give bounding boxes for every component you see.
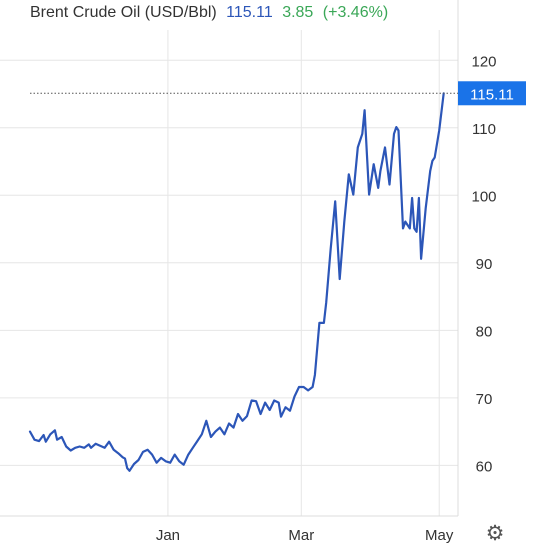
price-line <box>28 92 445 472</box>
price-change-percent: (+3.46%) <box>322 4 389 21</box>
gear-icon[interactable]: ⚙ <box>485 522 505 545</box>
chart-header: Brent Crude Oil (USD/Bbl) 115.11 3.85 (+… <box>30 4 393 22</box>
y-tick-label: 110 <box>472 121 496 138</box>
x-tick-label: Mar <box>288 527 314 544</box>
chart-series <box>28 92 445 472</box>
y-tick-label: 120 <box>471 53 496 70</box>
y-tick-label: 70 <box>476 391 493 408</box>
chart-overlay: 115.11 <box>30 81 526 106</box>
last-price-label: 115.11 <box>470 86 514 103</box>
y-tick-label: 90 <box>476 256 493 273</box>
chart-axes: 60 70 80 90 100 110 120 Jan Mar May <box>0 0 497 544</box>
x-tick-label: May <box>425 527 454 544</box>
x-tick-label: Jan <box>156 527 180 544</box>
chart-title: Brent Crude Oil (USD/Bbl) <box>30 4 217 21</box>
price-change: 3.85 <box>282 4 314 21</box>
y-tick-label: 80 <box>476 323 493 340</box>
y-tick-label: 60 <box>476 458 493 475</box>
last-price-tag <box>458 81 526 106</box>
chart-grid <box>0 30 458 516</box>
current-price: 115.11 <box>226 4 273 21</box>
y-tick-label: 100 <box>471 188 496 205</box>
